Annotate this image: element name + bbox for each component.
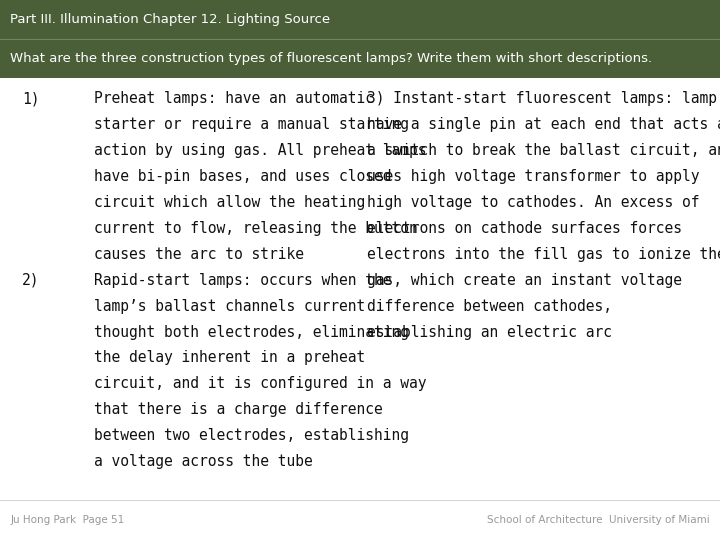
Text: thought both electrodes, eliminating: thought both electrodes, eliminating [94,325,409,340]
Text: Preheat lamps: have an automatic: Preheat lamps: have an automatic [94,91,374,106]
Text: electrons into the fill gas to ionize the: electrons into the fill gas to ionize th… [367,247,720,262]
Text: a switch to break the ballast circuit, and: a switch to break the ballast circuit, a… [367,143,720,158]
Text: current to flow, releasing the button: current to flow, releasing the button [94,221,418,236]
Text: action by using gas. All preheat lamps: action by using gas. All preheat lamps [94,143,426,158]
Text: the delay inherent in a preheat: the delay inherent in a preheat [94,350,365,366]
Text: a voltage across the tube: a voltage across the tube [94,454,312,469]
Text: circuit which allow the heating: circuit which allow the heating [94,195,365,210]
Text: Rapid-start lamps: occurs when the: Rapid-start lamps: occurs when the [94,273,391,288]
Text: have a single pin at each end that acts as: have a single pin at each end that acts … [367,117,720,132]
Text: electrons on cathode surfaces forces: electrons on cathode surfaces forces [367,221,683,236]
Text: starter or require a manual starting: starter or require a manual starting [94,117,409,132]
Text: uses high voltage transformer to apply: uses high voltage transformer to apply [367,169,700,184]
Text: high voltage to cathodes. An excess of: high voltage to cathodes. An excess of [367,195,700,210]
Text: What are the three construction types of fluorescent lamps? Write them with shor: What are the three construction types of… [10,52,652,65]
Text: gas, which create an instant voltage: gas, which create an instant voltage [367,273,683,288]
Text: have bi-pin bases, and uses closed: have bi-pin bases, and uses closed [94,169,391,184]
Text: between two electrodes, establishing: between two electrodes, establishing [94,428,409,443]
Text: that there is a charge difference: that there is a charge difference [94,402,382,417]
Text: Part III. Illumination Chapter 12. Lighting Source: Part III. Illumination Chapter 12. Light… [10,13,330,26]
Text: 3) Instant-start fluorescent lamps: lamp: 3) Instant-start fluorescent lamps: lamp [367,91,717,106]
Text: Ju Hong Park  Page 51: Ju Hong Park Page 51 [10,515,125,525]
FancyBboxPatch shape [0,0,720,78]
Text: difference between cathodes,: difference between cathodes, [367,299,612,314]
Text: circuit, and it is configured in a way: circuit, and it is configured in a way [94,376,426,392]
Text: lamp’s ballast channels current: lamp’s ballast channels current [94,299,365,314]
Text: 2): 2) [22,273,40,288]
Text: 1): 1) [22,91,40,106]
Text: establishing an electric arc: establishing an electric arc [367,325,612,340]
Text: causes the arc to strike: causes the arc to strike [94,247,304,262]
Text: School of Architecture  University of Miami: School of Architecture University of Mia… [487,515,710,525]
